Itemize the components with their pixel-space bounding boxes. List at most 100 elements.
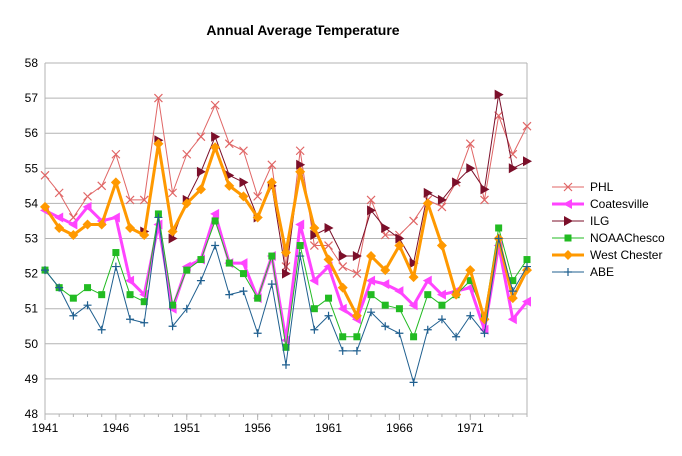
data-point: [310, 229, 320, 240]
data-point: [196, 276, 205, 285]
data-point: [254, 294, 262, 302]
data-point: [55, 283, 64, 292]
data-point: [296, 252, 305, 261]
data-point: [480, 329, 489, 338]
data-point: [408, 300, 418, 311]
data-point: [169, 301, 177, 309]
data-point: [210, 142, 221, 153]
data-point: [282, 268, 291, 279]
data-point: [494, 234, 503, 243]
legend-label: NOAAChesco: [590, 231, 665, 245]
data-point: [480, 184, 490, 195]
data-point: [126, 315, 135, 324]
data-point: [338, 251, 348, 262]
data-point: [96, 219, 107, 230]
data-point: [466, 163, 476, 174]
x-tick-label: 1946: [103, 421, 130, 435]
y-tick-label: 57: [25, 91, 39, 105]
data-point: [253, 329, 262, 338]
data-point: [395, 329, 404, 338]
data-point: [296, 242, 304, 250]
data-point: [367, 205, 377, 216]
data-point: [238, 191, 249, 202]
data-point: [466, 277, 474, 285]
data-point: [69, 294, 77, 302]
data-point: [337, 282, 348, 293]
legend-label: ABE: [590, 265, 614, 279]
data-point: [465, 139, 475, 149]
data-point: [436, 289, 446, 300]
legend-item: NOAAChesco: [552, 231, 665, 245]
data-point: [181, 198, 192, 209]
data-point: [452, 177, 462, 188]
y-tick-label: 49: [25, 372, 39, 386]
data-point: [338, 262, 348, 272]
data-point: [423, 187, 433, 198]
y-tick-label: 53: [25, 232, 39, 246]
data-point: [394, 240, 405, 251]
data-point: [139, 229, 150, 240]
data-point: [523, 262, 531, 271]
chart-title: Annual Average Temperature: [206, 22, 399, 38]
legend-swatch-marker: [563, 199, 572, 209]
y-tick-label: 48: [25, 407, 39, 421]
legend-item: ABE: [552, 265, 614, 279]
data-point: [523, 156, 532, 167]
legend-swatch-marker: [563, 250, 573, 260]
legend-swatch-marker: [563, 182, 573, 192]
data-point: [508, 163, 518, 174]
data-point: [140, 298, 148, 306]
data-point: [452, 332, 461, 341]
data-point: [224, 139, 234, 149]
data-point: [83, 301, 92, 310]
data-point: [239, 287, 248, 296]
x-tick-label: 1971: [457, 421, 484, 435]
data-point: [182, 304, 191, 313]
data-point: [82, 219, 93, 230]
data-point: [239, 270, 247, 278]
data-point: [366, 275, 376, 286]
y-tick-label: 56: [25, 126, 39, 140]
data-point: [422, 275, 432, 286]
legend-item: Coatesville: [552, 197, 649, 211]
data-point: [196, 132, 206, 142]
data-point: [182, 149, 192, 159]
y-tick-label: 51: [25, 302, 39, 316]
data-point: [97, 325, 106, 334]
data-point: [522, 296, 531, 307]
legend-item: PHL: [552, 180, 614, 194]
data-point: [282, 343, 290, 351]
data-point: [97, 181, 107, 191]
y-tick-label: 58: [25, 56, 39, 70]
data-point: [84, 284, 92, 292]
data-point: [168, 233, 178, 244]
data-point: [495, 224, 503, 232]
data-point: [82, 201, 92, 212]
data-point: [507, 293, 518, 304]
data-point: [140, 318, 149, 327]
data-point: [338, 346, 347, 355]
data-point: [225, 290, 234, 299]
y-tick-label: 54: [25, 196, 39, 210]
x-tick-label: 1941: [32, 421, 59, 435]
data-point: [381, 222, 391, 233]
data-point: [68, 229, 79, 240]
data-point: [409, 258, 419, 269]
data-point: [54, 212, 64, 223]
data-point: [381, 301, 389, 309]
data-point: [111, 149, 121, 159]
y-tick-label: 50: [25, 337, 39, 351]
data-point: [380, 230, 390, 240]
data-point: [409, 378, 418, 387]
data-point: [267, 160, 277, 170]
data-point: [451, 289, 462, 300]
data-point: [367, 291, 375, 299]
data-point: [282, 360, 290, 369]
series-ilg: [140, 89, 532, 279]
data-point: [339, 333, 347, 341]
data-point: [494, 89, 504, 100]
data-point: [424, 291, 432, 299]
y-tick-label: 52: [25, 267, 39, 281]
series-line: [44, 216, 528, 383]
data-point: [68, 219, 78, 230]
